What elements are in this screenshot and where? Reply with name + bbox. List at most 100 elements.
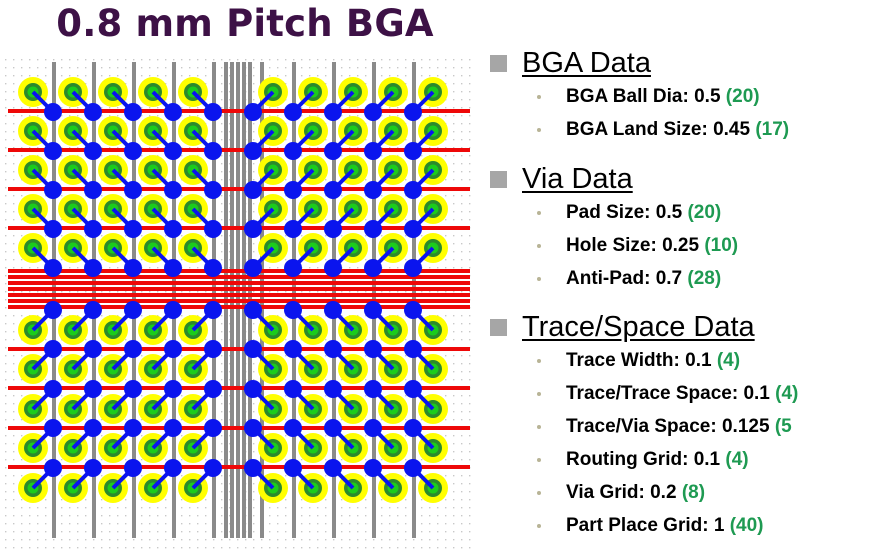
via (404, 340, 422, 358)
via (404, 259, 422, 277)
via (284, 259, 302, 277)
section-title: BGA Data (522, 46, 651, 79)
via (404, 301, 422, 319)
via (244, 142, 262, 160)
via (204, 301, 222, 319)
horizontal-trace (8, 293, 470, 297)
via (404, 459, 422, 477)
section-bga-data: BGA Data BGA Ball Dia: 0.5 (20) BGA Land… (490, 46, 789, 146)
via (44, 142, 62, 160)
bullet-dot-icon (537, 491, 541, 495)
via (364, 181, 382, 199)
horizontal-trace (8, 275, 470, 279)
via (364, 419, 382, 437)
via (364, 380, 382, 398)
bullet-dot-icon (537, 128, 541, 132)
via (44, 340, 62, 358)
via (164, 459, 182, 477)
bullet-dot-icon (537, 524, 541, 528)
via (44, 380, 62, 398)
via (164, 103, 182, 121)
via (84, 220, 102, 238)
via (364, 142, 382, 160)
via (284, 220, 302, 238)
via (284, 301, 302, 319)
spec-routing-grid: Routing Grid: 0.1 (4) (490, 443, 798, 476)
via (204, 419, 222, 437)
bullet-dot-icon (537, 359, 541, 363)
bullet-dot-icon (537, 211, 541, 215)
via (324, 419, 342, 437)
bullet-dot-icon (537, 425, 541, 429)
via (44, 181, 62, 199)
via (164, 301, 182, 319)
via (84, 181, 102, 199)
via (84, 142, 102, 160)
via (44, 259, 62, 277)
via (204, 103, 222, 121)
bullet-dot-icon (537, 458, 541, 462)
via (364, 301, 382, 319)
bullet-dot-icon (537, 277, 541, 281)
section-bullet-square (490, 54, 507, 72)
horizontal-trace (8, 386, 470, 390)
via (44, 220, 62, 238)
via (324, 380, 342, 398)
via (404, 181, 422, 199)
via (124, 301, 142, 319)
section-trace-space-data: Trace/Space Data Trace Width: 0.1 (4) Tr… (490, 310, 798, 542)
via (44, 459, 62, 477)
via (244, 419, 262, 437)
spec-pad-size: Pad Size: 0.5 (20) (490, 196, 738, 229)
via (124, 380, 142, 398)
via (204, 142, 222, 160)
spec-via-grid: Via Grid: 0.2 (8) (490, 476, 798, 509)
via (364, 340, 382, 358)
via (44, 103, 62, 121)
section-title: Via Data (522, 162, 633, 195)
section-via-data: Via Data Pad Size: 0.5 (20) Hole Size: 0… (490, 162, 738, 295)
via (204, 380, 222, 398)
via (204, 259, 222, 277)
via (284, 142, 302, 160)
via (364, 103, 382, 121)
via (84, 340, 102, 358)
horizontal-trace (8, 465, 470, 469)
bullet-dot-icon (537, 392, 541, 396)
via (124, 181, 142, 199)
section-bullet-square (490, 170, 507, 188)
via (84, 103, 102, 121)
via (404, 220, 422, 238)
via (84, 419, 102, 437)
via (244, 181, 262, 199)
spec-ball-dia: BGA Ball Dia: 0.5 (20) (490, 80, 789, 113)
via (244, 259, 262, 277)
horizontal-trace (8, 148, 470, 152)
via (124, 259, 142, 277)
via (404, 419, 422, 437)
via (84, 259, 102, 277)
via (284, 459, 302, 477)
via (84, 380, 102, 398)
vias (44, 103, 422, 477)
via (244, 301, 262, 319)
via (164, 181, 182, 199)
via (324, 259, 342, 277)
horizontal-trace (8, 187, 470, 191)
bullet-dot-icon (537, 244, 541, 248)
horizontal-trace (8, 287, 470, 291)
section-bullet-square (490, 318, 507, 336)
bga-routing-diagram (5, 59, 471, 549)
via (124, 142, 142, 160)
via (124, 220, 142, 238)
via (324, 459, 342, 477)
horizontal-trace (8, 269, 470, 273)
via (324, 181, 342, 199)
via (164, 380, 182, 398)
via (164, 419, 182, 437)
via (404, 142, 422, 160)
via (244, 380, 262, 398)
spec-trace-trace-space: Trace/Trace Space: 0.1 (4) (490, 377, 798, 410)
horizontal-trace (8, 347, 470, 351)
horizontal-trace (8, 299, 470, 303)
